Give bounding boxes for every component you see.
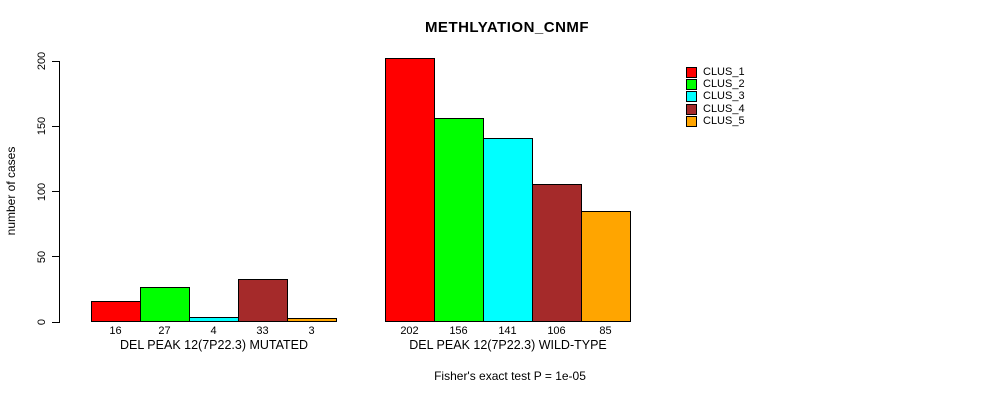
legend-swatch bbox=[686, 79, 697, 91]
y-tick bbox=[52, 60, 59, 62]
bar-clus_4 bbox=[238, 279, 288, 322]
bar-value-label: 141 bbox=[498, 325, 517, 337]
bar-value-labels-1: 202 156 141 106 85 bbox=[385, 326, 630, 337]
legend-label: CLUS_5 bbox=[703, 115, 745, 128]
bar-clus_3 bbox=[189, 317, 239, 322]
chart-title: METHLYATION_CNMF bbox=[424, 19, 590, 36]
legend-swatch bbox=[686, 103, 697, 115]
legend-label: CLUS_4 bbox=[703, 102, 745, 115]
bar-value-label: 33 bbox=[256, 325, 269, 337]
y-tick bbox=[52, 191, 59, 192]
y-axis-label: number of cases bbox=[4, 146, 18, 236]
y-tick bbox=[52, 125, 59, 127]
bar-value-label: 3 bbox=[308, 325, 315, 337]
legend-swatch bbox=[686, 91, 697, 103]
y-tick-label: 50 bbox=[36, 250, 48, 263]
legend-label: CLUS_2 bbox=[703, 78, 745, 91]
legend-item-clus_1: CLUS_1 bbox=[686, 66, 745, 78]
bar-value-labels-0: 16 27 4 33 3 bbox=[91, 326, 336, 337]
bar-clus_5 bbox=[581, 211, 631, 322]
bar-value-label: 202 bbox=[400, 325, 419, 337]
y-tick bbox=[52, 256, 59, 258]
bar-clus_1 bbox=[91, 301, 141, 322]
legend-swatch bbox=[686, 116, 697, 128]
bar-clus_5 bbox=[287, 318, 337, 322]
footnote: Fisher's exact test P = 1e-05 bbox=[434, 369, 586, 383]
y-tick-label: 150 bbox=[36, 117, 48, 136]
y-tick-label: 200 bbox=[36, 51, 48, 71]
bar-value-label: 85 bbox=[599, 325, 612, 337]
bar-clus_3 bbox=[483, 138, 533, 322]
group-label-mutated: DEL PEAK 12(7P22.3) MUTATED bbox=[119, 338, 309, 352]
legend: CLUS_1 CLUS_2 CLUS_3 CLUS_4 CLUS_5 bbox=[686, 66, 745, 128]
bar-value-label: 4 bbox=[210, 325, 217, 337]
y-tick-label: 100 bbox=[36, 182, 48, 201]
legend-swatch bbox=[686, 66, 697, 78]
bar-group-1 bbox=[385, 58, 631, 322]
bar-clus_2 bbox=[434, 118, 484, 322]
legend-label: CLUS_3 bbox=[703, 90, 745, 103]
y-axis-line bbox=[59, 61, 60, 323]
legend-label: CLUS_1 bbox=[703, 65, 745, 78]
bar-value-label: 27 bbox=[158, 325, 171, 337]
bar-value-label: 106 bbox=[547, 325, 566, 337]
group-label-wildtype: DEL PEAK 12(7P22.3) WILD-TYPE bbox=[409, 338, 607, 352]
y-tick-label: 0 bbox=[36, 318, 48, 326]
legend-item-clus_5: CLUS_5 bbox=[686, 116, 745, 128]
legend-item-clus_4: CLUS_4 bbox=[686, 103, 745, 115]
y-tick bbox=[52, 321, 59, 323]
bar-clus_2 bbox=[140, 287, 190, 322]
legend-item-clus_3: CLUS_3 bbox=[686, 91, 745, 103]
bar-value-label: 16 bbox=[109, 325, 122, 337]
bar-value-label: 156 bbox=[449, 325, 468, 337]
bar-clus_4 bbox=[532, 184, 582, 322]
legend-item-clus_2: CLUS_2 bbox=[686, 78, 745, 91]
bar-group-0 bbox=[91, 279, 337, 322]
bar-clus_1 bbox=[385, 58, 435, 322]
